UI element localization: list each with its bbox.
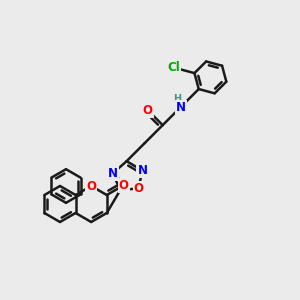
Text: O: O [119,179,129,192]
Text: H: H [173,94,181,104]
Text: N: N [108,167,118,180]
Text: N: N [176,100,186,114]
Text: Cl: Cl [168,61,181,74]
Text: O: O [86,179,96,193]
Text: O: O [134,182,143,195]
Text: N: N [137,164,147,177]
Text: O: O [143,104,153,117]
